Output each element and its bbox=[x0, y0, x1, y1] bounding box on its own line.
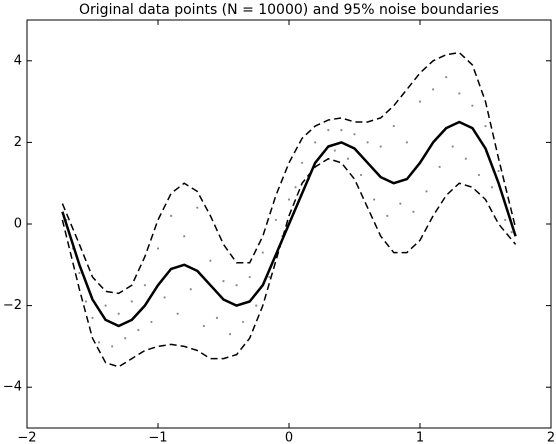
data-point bbox=[189, 288, 192, 291]
data-point bbox=[490, 186, 494, 189]
data-point bbox=[484, 124, 487, 128]
data-point bbox=[314, 141, 317, 144]
data-point bbox=[228, 333, 232, 336]
data-point bbox=[451, 145, 454, 148]
data-point bbox=[353, 133, 356, 136]
data-point bbox=[510, 231, 513, 234]
mean-line bbox=[61, 120, 517, 328]
data-point bbox=[255, 304, 258, 307]
data-point bbox=[222, 280, 225, 283]
data-point bbox=[150, 320, 153, 324]
y-tick-label: 0 bbox=[14, 217, 22, 232]
y-tick-label: −2 bbox=[3, 298, 22, 313]
data-point bbox=[117, 312, 120, 315]
data-point bbox=[327, 129, 330, 132]
data-point bbox=[359, 173, 363, 177]
data-point bbox=[418, 100, 422, 103]
data-point bbox=[405, 141, 408, 144]
data-point bbox=[111, 345, 114, 348]
data-point bbox=[235, 284, 238, 287]
data-point bbox=[156, 247, 160, 250]
x-tick-label: 2 bbox=[547, 431, 555, 444]
data-point bbox=[202, 324, 205, 328]
data-point bbox=[137, 328, 140, 332]
data-point bbox=[504, 218, 507, 222]
data-point bbox=[104, 304, 107, 307]
x-tick-label: 0 bbox=[285, 431, 293, 444]
data-point bbox=[84, 300, 88, 303]
data-point bbox=[432, 88, 435, 91]
data-point bbox=[340, 129, 343, 132]
data-point bbox=[497, 169, 500, 173]
boundary-line bbox=[61, 157, 517, 368]
data-point bbox=[248, 275, 251, 279]
data-point bbox=[242, 320, 245, 324]
data-point bbox=[464, 157, 467, 160]
data-point bbox=[209, 259, 212, 262]
data-point bbox=[176, 312, 179, 315]
boundary-line bbox=[61, 51, 517, 295]
data-point bbox=[183, 235, 186, 238]
x-tick-label: −2 bbox=[17, 431, 36, 444]
data-point bbox=[392, 124, 395, 128]
data-point bbox=[399, 202, 402, 205]
data-point bbox=[445, 76, 448, 79]
data-point bbox=[261, 251, 264, 254]
data-point bbox=[196, 206, 199, 209]
data-point bbox=[379, 145, 382, 148]
data-point bbox=[287, 198, 291, 201]
x-tick-label: −1 bbox=[148, 431, 167, 444]
data-point bbox=[294, 186, 297, 189]
data-point bbox=[91, 316, 94, 319]
data-point bbox=[438, 165, 441, 168]
data-point bbox=[346, 157, 350, 160]
data-point bbox=[386, 214, 389, 217]
data-point bbox=[163, 296, 166, 299]
data-point bbox=[130, 300, 133, 303]
y-tick-label: −4 bbox=[3, 380, 22, 395]
data-point bbox=[458, 92, 461, 95]
data-point bbox=[170, 214, 173, 217]
data-point bbox=[373, 198, 376, 201]
data-point bbox=[97, 341, 101, 344]
data-point bbox=[143, 284, 146, 287]
data-point bbox=[412, 210, 415, 213]
data-point bbox=[425, 190, 428, 193]
data-point bbox=[333, 149, 336, 152]
data-point bbox=[301, 161, 304, 164]
data-point bbox=[268, 275, 271, 279]
data-point bbox=[274, 218, 277, 222]
x-tick-label: 1 bbox=[416, 431, 424, 444]
data-point bbox=[471, 104, 474, 107]
data-point bbox=[477, 173, 481, 177]
data-point bbox=[215, 316, 219, 319]
data-point bbox=[78, 271, 81, 275]
y-tick-label: 4 bbox=[14, 53, 22, 68]
y-tick-label: 2 bbox=[14, 135, 22, 150]
chart-title: Original data points (N = 10000) and 95%… bbox=[79, 2, 499, 18]
data-point bbox=[124, 337, 127, 340]
data-point bbox=[366, 141, 369, 144]
